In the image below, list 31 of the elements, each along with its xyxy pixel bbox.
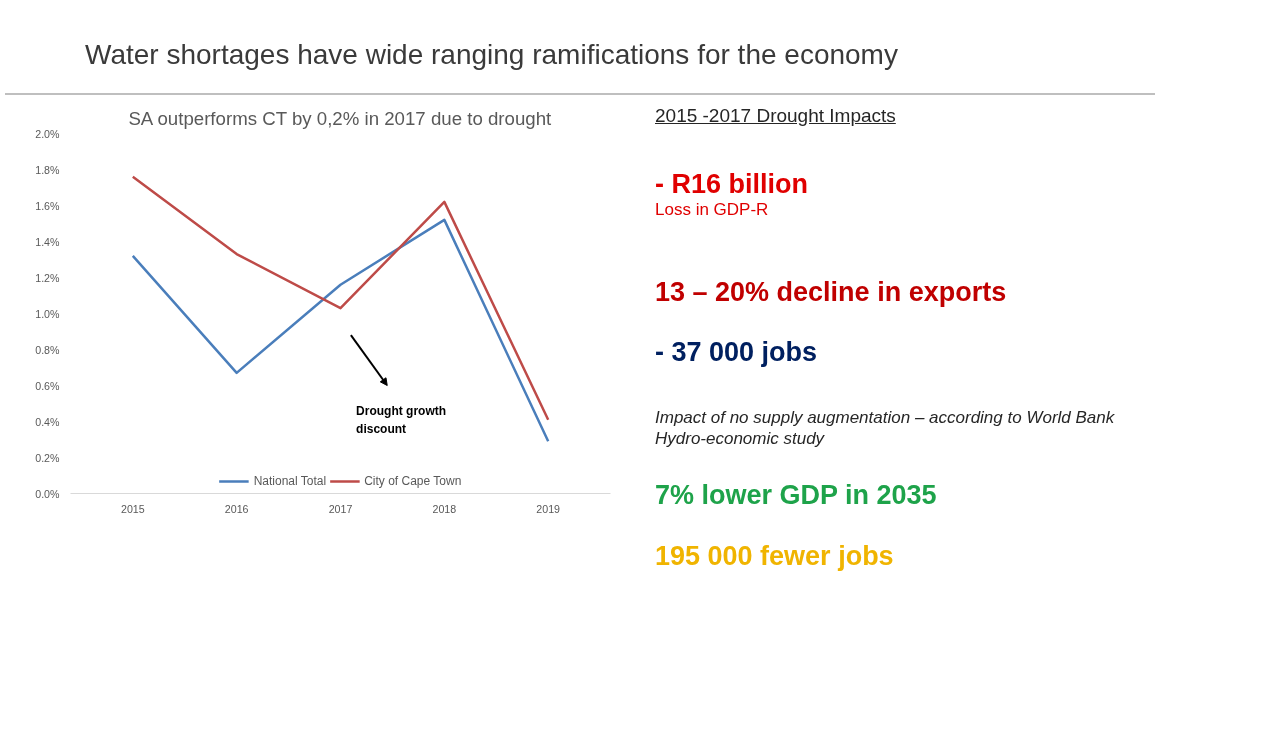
y-tick-label: 1.0% (35, 307, 61, 320)
line-series (131, 218, 550, 443)
legend-label: City of Cape Town (364, 474, 462, 488)
y-tick-label: 0.8% (35, 343, 61, 356)
y-tick-label: 1.8% (35, 163, 61, 176)
y-tick-label: 1.6% (35, 199, 61, 212)
x-tick-label: 2017 (328, 502, 353, 515)
x-tick-label: 2018 (432, 502, 457, 515)
x-tick-label: 2015 (120, 502, 145, 515)
y-tick-label: 0.4% (35, 415, 61, 428)
text: 13 – 20% decline in exports (655, 275, 1008, 308)
text: Impact of no supply augmentation – according to World Bank Hydro-economic study (655, 408, 1116, 450)
text: 7% lower GDP in 2035 (655, 479, 938, 512)
line-series (131, 175, 550, 421)
x-tick-label: 2016 (224, 502, 249, 515)
text: 2015 -2017 Drought Impacts (655, 105, 897, 128)
text: 195 000 fewer jobs (655, 539, 895, 572)
text: - 37 000 jobs (655, 335, 819, 369)
text: - R16 billion (655, 167, 809, 201)
y-tick-label: 1.2% (35, 271, 61, 284)
chart-subtitle: SA outperforms CT by 0,2% in 2017 due to drought (128, 107, 553, 129)
y-tick-label: 0.2% (35, 451, 61, 464)
y-tick-label: 0.6% (35, 379, 61, 392)
chart-title: Water shortages have wide ranging ramifications for the economy (5, 5, 1155, 95)
text: Loss in GDP-R (655, 200, 770, 221)
annotation: Drought growth discount (356, 403, 447, 436)
y-tick-label: 2.0% (35, 127, 61, 140)
x-tick-label: 2019 (536, 502, 561, 515)
y-tick-label: 1.4% (35, 235, 61, 248)
legend-label: National Total (253, 474, 327, 488)
y-tick-label: 0.0% (35, 487, 61, 500)
